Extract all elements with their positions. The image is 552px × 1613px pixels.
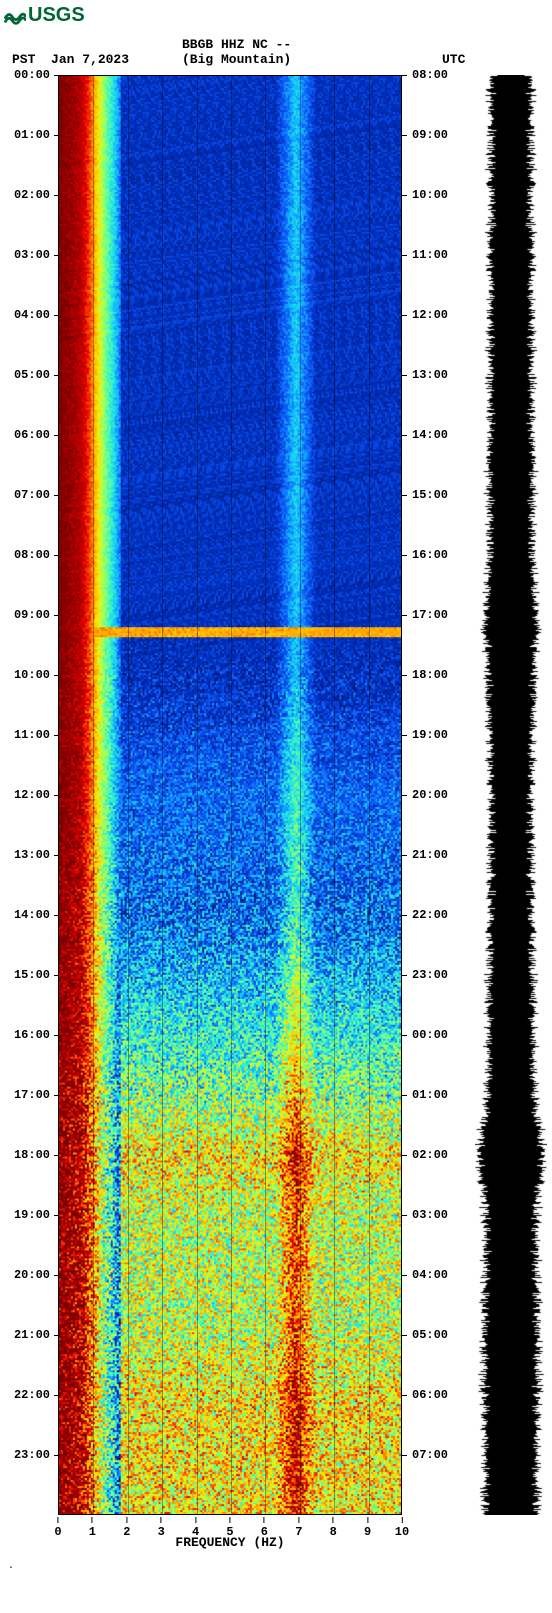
wave-icon — [4, 7, 26, 25]
y-tick-left: 02:00 — [14, 188, 50, 202]
y-tick-left: 19:00 — [14, 1208, 50, 1222]
y-tick-left: 07:00 — [14, 488, 50, 502]
x-tick: 0 — [54, 1517, 61, 1539]
y-axis-right: 08:0009:0010:0011:0012:0013:0014:0015:00… — [408, 75, 458, 1515]
header-line1: BBGB HHZ NC -- — [0, 29, 552, 52]
y-tick-left: 11:00 — [14, 728, 50, 742]
y-tick-right: 16:00 — [412, 548, 448, 562]
y-tick-right: 09:00 — [412, 128, 448, 142]
y-tick-right: 21:00 — [412, 848, 448, 862]
y-tick-right: 19:00 — [412, 728, 448, 742]
y-tick-left: 16:00 — [14, 1028, 50, 1042]
y-tick-left: 12:00 — [14, 788, 50, 802]
y-tick-left: 17:00 — [14, 1088, 50, 1102]
y-tick-left: 15:00 — [14, 968, 50, 982]
y-tick-left: 06:00 — [14, 428, 50, 442]
x-axis: FREQUENCY (HZ) 012345678910 — [58, 1515, 402, 1549]
plot-area: 00:00 01:00 02:00 03:00 04:00 05:00 06:00 07:00… — [0, 75, 552, 1515]
x-tick: 7 — [295, 1517, 302, 1539]
y-tick-left: 22:00 — [14, 1388, 50, 1402]
tz-right-label: UTC — [382, 52, 552, 67]
y-tick-left: 00:00 — [14, 68, 50, 82]
y-tick-right: 11:00 — [412, 248, 448, 262]
x-tick: 3 — [158, 1517, 165, 1539]
date-label: Jan 7,2023 — [51, 52, 129, 67]
y-tick-right: 12:00 — [412, 308, 448, 322]
y-tick-left: 09:00 — [14, 608, 50, 622]
y-tick-right: 08:00 — [412, 68, 448, 82]
spectrogram — [58, 75, 402, 1515]
x-tick: 2 — [123, 1517, 130, 1539]
y-tick-left: 18:00 — [14, 1148, 50, 1162]
y-tick-left: 04:00 — [14, 308, 50, 322]
x-tick: 5 — [226, 1517, 233, 1539]
x-tick: 1 — [89, 1517, 96, 1539]
station-name: (Big Mountain) — [182, 52, 382, 67]
station-id: BBGB HHZ NC -- — [182, 37, 382, 52]
y-tick-left: 03:00 — [14, 248, 50, 262]
y-tick-left: 08:00 — [14, 548, 50, 562]
y-tick-right: 02:00 — [412, 1148, 448, 1162]
waveform-panel — [475, 75, 547, 1515]
y-tick-right: 23:00 — [412, 968, 448, 982]
footer-mark: . — [0, 1549, 552, 1572]
header-line2: PST Jan 7,2023 (Big Mountain) UTC — [0, 52, 552, 67]
x-tick: 10 — [395, 1517, 409, 1539]
y-tick-right: 03:00 — [412, 1208, 448, 1222]
y-tick-right: 01:00 — [412, 1088, 448, 1102]
y-tick-right: 04:00 — [412, 1268, 448, 1282]
y-tick-left: 21:00 — [14, 1328, 50, 1342]
tz-left-label: PST — [12, 52, 35, 67]
y-tick-right: 15:00 — [412, 488, 448, 502]
y-tick-left: 14:00 — [14, 908, 50, 922]
y-tick-right: 00:00 — [412, 1028, 448, 1042]
y-tick-right: 14:00 — [412, 428, 448, 442]
logo-text: USGS — [28, 4, 85, 27]
y-axis-left: 00:0001:0002:0003:0004:0005:0006:0007:00… — [0, 75, 54, 1515]
x-tick: 4 — [192, 1517, 199, 1539]
y-tick-right: 06:00 — [412, 1388, 448, 1402]
y-tick-left: 13:00 — [14, 848, 50, 862]
y-tick-left: 05:00 — [14, 368, 50, 382]
x-tick: 9 — [364, 1517, 371, 1539]
x-tick: 6 — [261, 1517, 268, 1539]
y-tick-left: 20:00 — [14, 1268, 50, 1282]
y-tick-left: 23:00 — [14, 1448, 50, 1462]
x-tick: 8 — [330, 1517, 337, 1539]
y-tick-right: 05:00 — [412, 1328, 448, 1342]
usgs-logo: USGS — [0, 0, 552, 29]
y-tick-right: 13:00 — [412, 368, 448, 382]
y-tick-left: 10:00 — [14, 668, 50, 682]
y-tick-right: 20:00 — [412, 788, 448, 802]
y-tick-right: 18:00 — [412, 668, 448, 682]
y-tick-right: 10:00 — [412, 188, 448, 202]
y-tick-right: 17:00 — [412, 608, 448, 622]
y-tick-right: 22:00 — [412, 908, 448, 922]
y-tick-right: 07:00 — [412, 1448, 448, 1462]
y-tick-left: 01:00 — [14, 128, 50, 142]
